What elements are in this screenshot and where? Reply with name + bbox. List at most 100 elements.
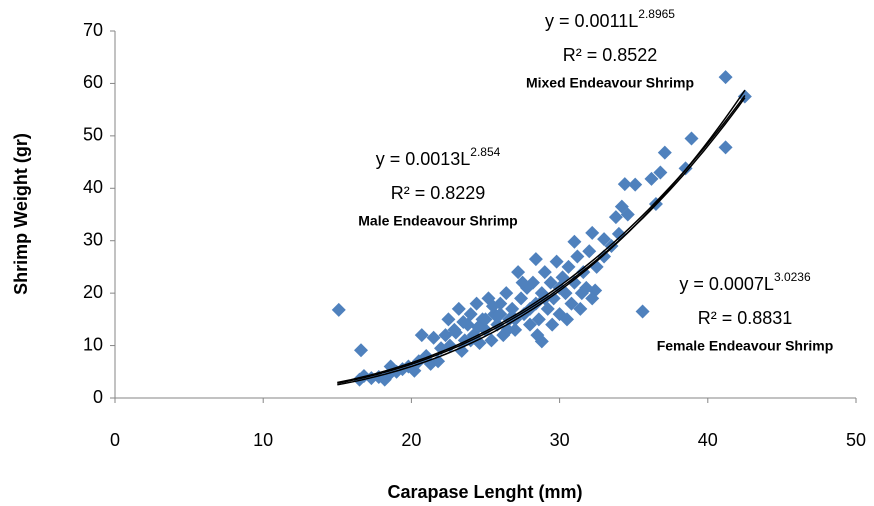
- data-point: [499, 286, 514, 301]
- data-point: [718, 70, 733, 85]
- data-point: [426, 330, 441, 345]
- data-point: [441, 312, 456, 327]
- data-point: [545, 317, 560, 332]
- data-point: [570, 249, 585, 264]
- data-point: [653, 165, 668, 180]
- equation-part: y =: [376, 149, 406, 169]
- data-point: [530, 328, 545, 343]
- data-point: [574, 286, 589, 301]
- r-squared-prefix: R² =: [698, 308, 738, 328]
- data-point: [528, 252, 543, 267]
- data-point: [414, 328, 429, 343]
- data-point: [540, 301, 555, 316]
- data-point: [531, 312, 546, 327]
- r-squared-prefix: R² =: [391, 183, 431, 203]
- x-tick-label: 40: [698, 430, 718, 450]
- data-point: [478, 312, 493, 327]
- data-point: [537, 265, 552, 280]
- equation-part: 0.0013: [405, 149, 460, 169]
- data-point: [644, 171, 659, 186]
- y-tick-label: 70: [83, 20, 103, 40]
- data-point: [549, 254, 564, 269]
- data-point: [331, 302, 346, 317]
- r-squared: R² = 0.8831: [698, 308, 793, 328]
- data-point: [560, 312, 575, 327]
- data-point: [684, 131, 699, 146]
- data-point: [508, 322, 523, 337]
- y-tick-label: 40: [83, 177, 103, 197]
- data-point: [522, 317, 537, 332]
- equation-part: y =: [545, 11, 575, 31]
- trend-line: [337, 97, 746, 385]
- data-point: [354, 343, 369, 358]
- data-point: [573, 301, 588, 316]
- data-point: [585, 291, 600, 306]
- y-tick-label: 50: [83, 125, 103, 145]
- data-point: [567, 275, 582, 290]
- data-point: [463, 307, 478, 322]
- equation-part: y =: [679, 274, 709, 294]
- data-point: [561, 259, 576, 274]
- data-point: [493, 307, 508, 322]
- data-point: [543, 275, 558, 290]
- data-point: [582, 244, 597, 259]
- r-squared-value: 0.8522: [602, 45, 657, 65]
- data-point: [567, 234, 582, 249]
- data-point: [515, 275, 530, 290]
- y-tick-label: 60: [83, 72, 103, 92]
- data-point: [505, 301, 520, 316]
- y-tick-label: 10: [83, 334, 103, 354]
- data-point: [635, 304, 650, 319]
- data-point: [484, 333, 499, 348]
- series-label: Female Endeavour Shrimp: [657, 338, 834, 354]
- x-tick-label: 50: [846, 430, 866, 450]
- r-squared-value: 0.8831: [737, 308, 792, 328]
- data-point: [469, 296, 484, 311]
- data-point: [718, 140, 733, 155]
- equation-exponent: 2.8965: [638, 7, 675, 21]
- r-squared-prefix: R² =: [563, 45, 603, 65]
- equation: y = 0.0013L2.854: [376, 145, 501, 169]
- x-tick-label: 20: [401, 430, 421, 450]
- data-point: [608, 210, 623, 225]
- equation-part: 0.0011: [575, 11, 629, 31]
- x-tick-label: 30: [550, 430, 570, 450]
- y-tick-label: 0: [93, 387, 103, 407]
- data-point: [585, 225, 600, 240]
- series-label: Mixed Endeavour Shrimp: [526, 75, 694, 91]
- equation-exponent: 3.0236: [774, 270, 811, 284]
- data-point: [511, 265, 526, 280]
- y-tick-label: 30: [83, 229, 103, 249]
- equation-part: L: [628, 11, 638, 31]
- x-tick-label: 0: [110, 430, 120, 450]
- data-point: [597, 249, 612, 264]
- data-point: [438, 328, 453, 343]
- data-point: [597, 232, 612, 247]
- equation-exponent: 2.854: [470, 145, 500, 159]
- data-point: [564, 296, 579, 311]
- equation-part: L: [460, 149, 470, 169]
- r-squared: R² = 0.8229: [391, 183, 486, 203]
- r-squared: R² = 0.8522: [563, 45, 658, 65]
- data-point: [628, 177, 643, 192]
- data-point: [617, 177, 632, 192]
- equation-part: 0.0007: [709, 274, 764, 294]
- r-squared-value: 0.8229: [430, 183, 485, 203]
- data-point: [454, 343, 469, 358]
- y-tick-label: 20: [83, 282, 103, 302]
- data-point: [451, 301, 466, 316]
- data-point: [471, 320, 486, 335]
- equation-part: L: [764, 274, 774, 294]
- series-label: Male Endeavour Shrimp: [358, 213, 517, 229]
- data-point: [657, 145, 672, 160]
- data-point: [620, 207, 635, 222]
- data-point: [456, 314, 471, 329]
- data-point: [525, 275, 540, 290]
- data-point: [485, 299, 500, 314]
- equation: y = 0.0011L2.8965: [545, 7, 675, 31]
- trend-line: [337, 89, 746, 386]
- equation: y = 0.0007L3.0236: [679, 270, 811, 294]
- x-axis-title: Carapase Lenght (mm): [387, 482, 582, 502]
- y-axis-title: Shrimp Weight (gr): [11, 133, 31, 295]
